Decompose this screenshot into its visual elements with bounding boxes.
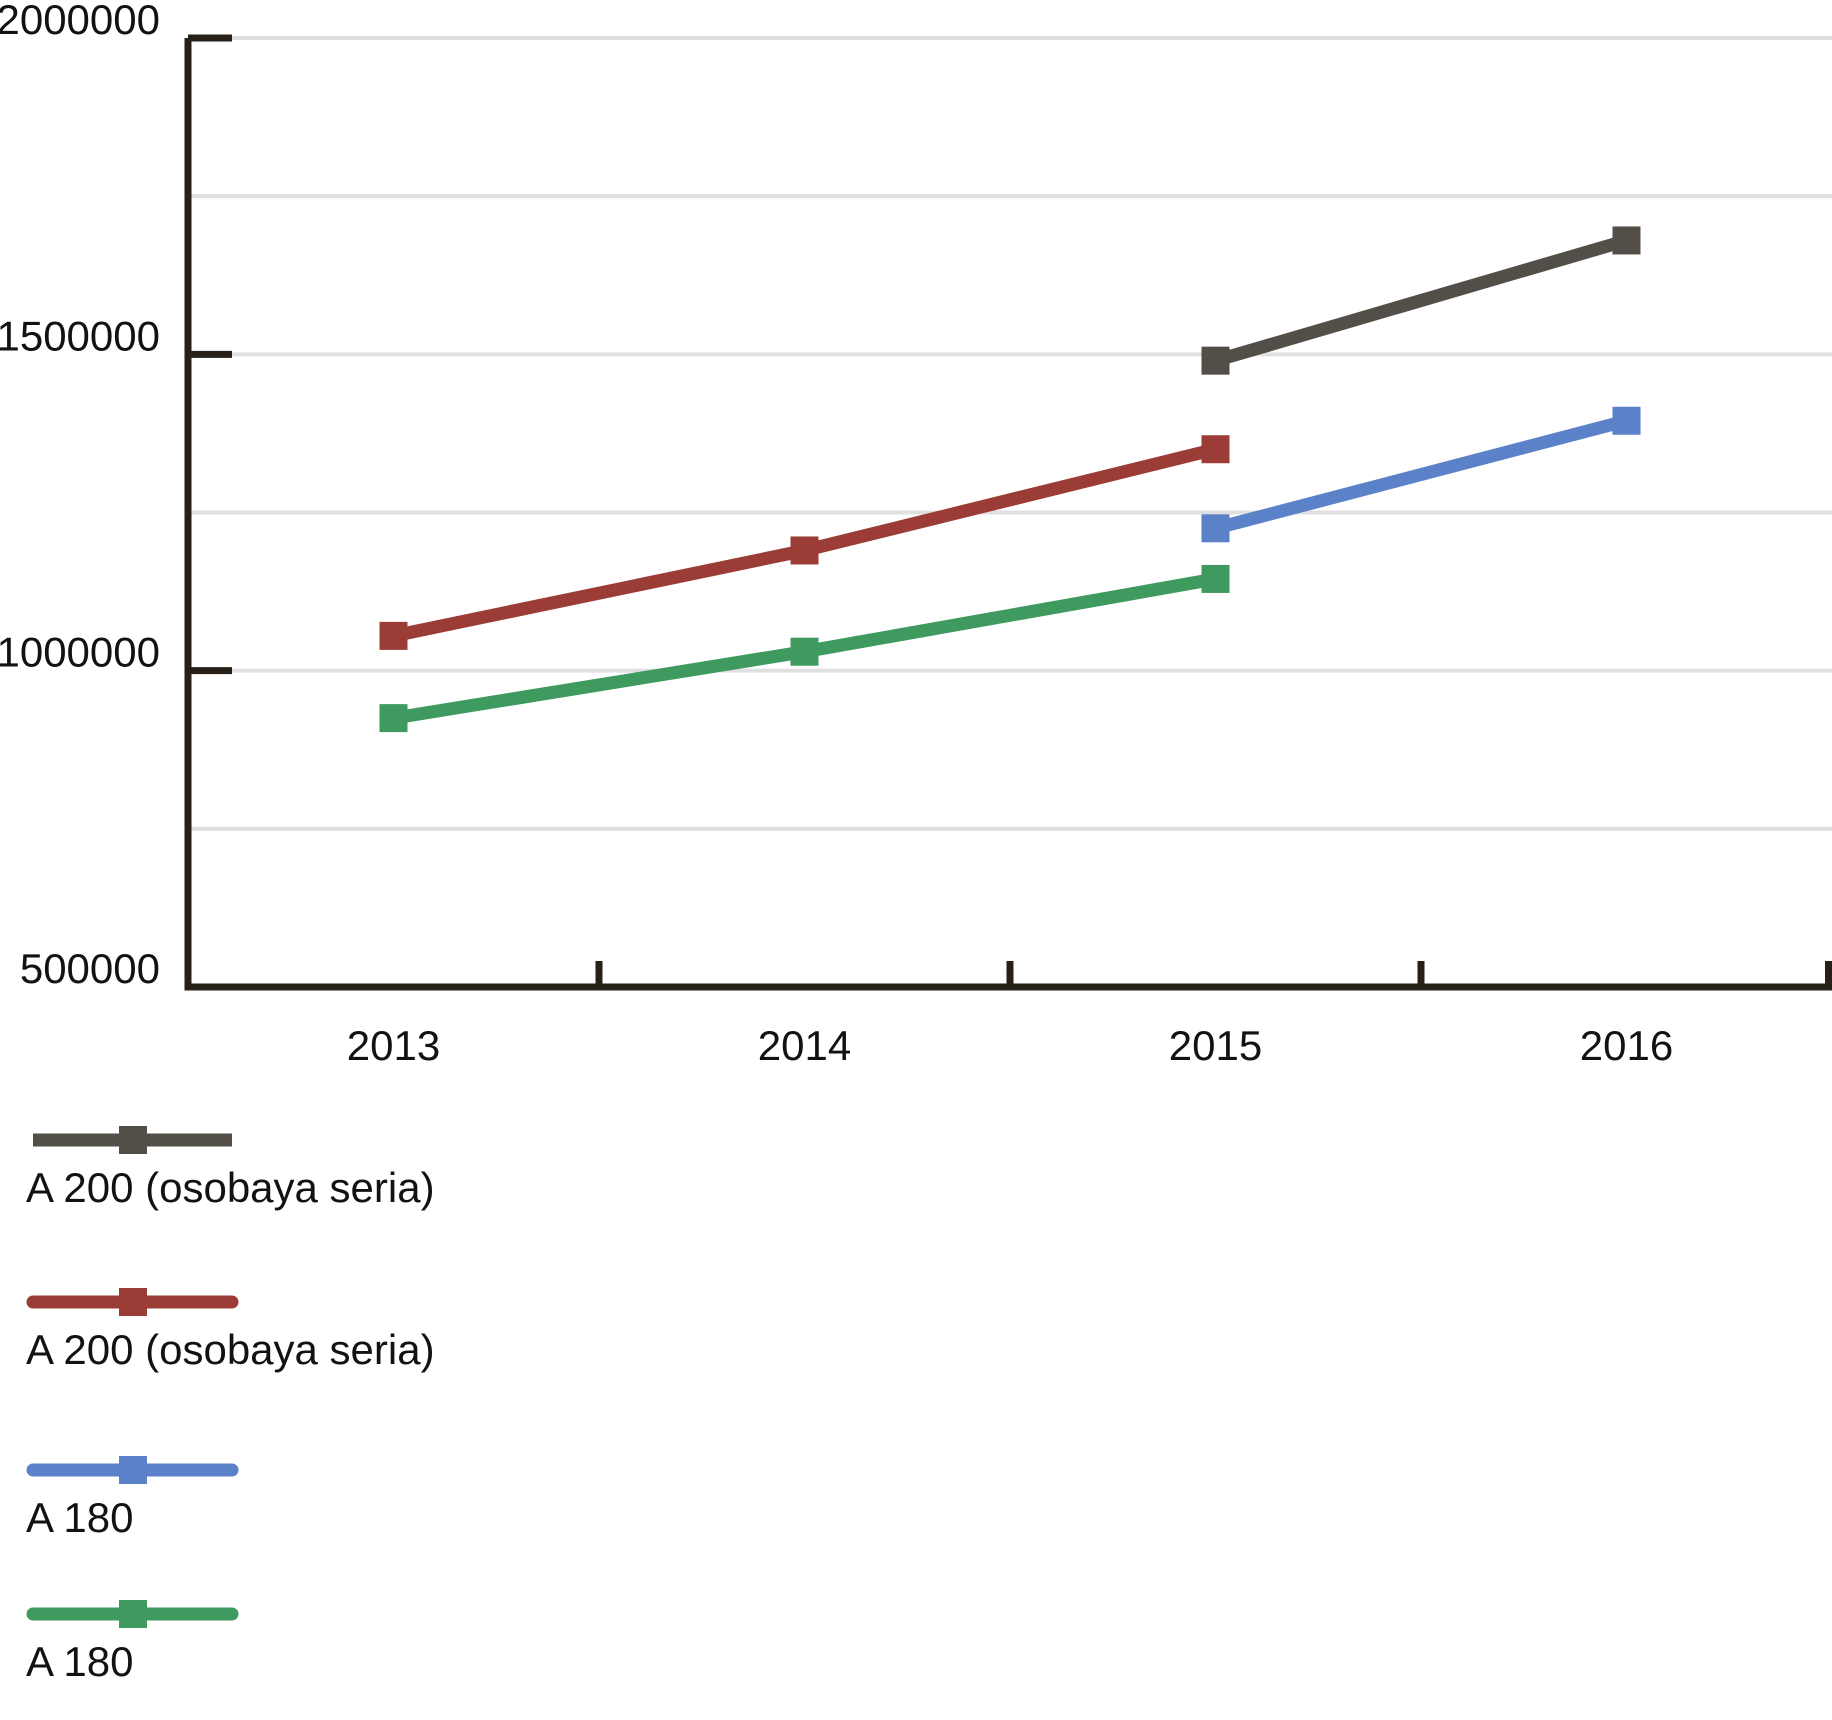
legend-label: A 200 (osobaya seria) [26, 1164, 435, 1211]
legend-entry-a200-special-gray: A 200 (osobaya seria) [26, 1126, 626, 1211]
svg-text:2016: 2016 [1580, 1022, 1673, 1069]
legend-label: A 200 (osobaya seria) [26, 1326, 435, 1373]
legend-line-square-marker-icon [33, 1126, 232, 1154]
legend-entry-a180-blue: A 180 [26, 1456, 626, 1541]
svg-text:2015: 2015 [1169, 1022, 1262, 1069]
legend-entry-a180-green: A 180 [26, 1600, 626, 1685]
legend-label: A 180 [26, 1638, 134, 1685]
svg-text:1500000: 1500000 [0, 312, 160, 359]
svg-text:2014: 2014 [758, 1022, 851, 1069]
line-chart-plot-area: 2000000 1500000 1000000 500000 2013 2014 2015 2… [0, 0, 1832, 1069]
legend-line-square-marker-icon [26, 1600, 239, 1628]
svg-text:2000000: 2000000 [0, 0, 160, 43]
svg-text:500000: 500000 [20, 945, 160, 992]
svg-text:2013: 2013 [347, 1022, 440, 1069]
legend-label: A 180 [26, 1494, 134, 1541]
legend-entry-a200-special-red: A 200 (osobaya seria) [26, 1288, 626, 1373]
legend-line-square-marker-icon [26, 1288, 239, 1316]
legend-line-square-marker-icon [26, 1456, 239, 1484]
svg-text:1000000: 1000000 [0, 629, 160, 676]
